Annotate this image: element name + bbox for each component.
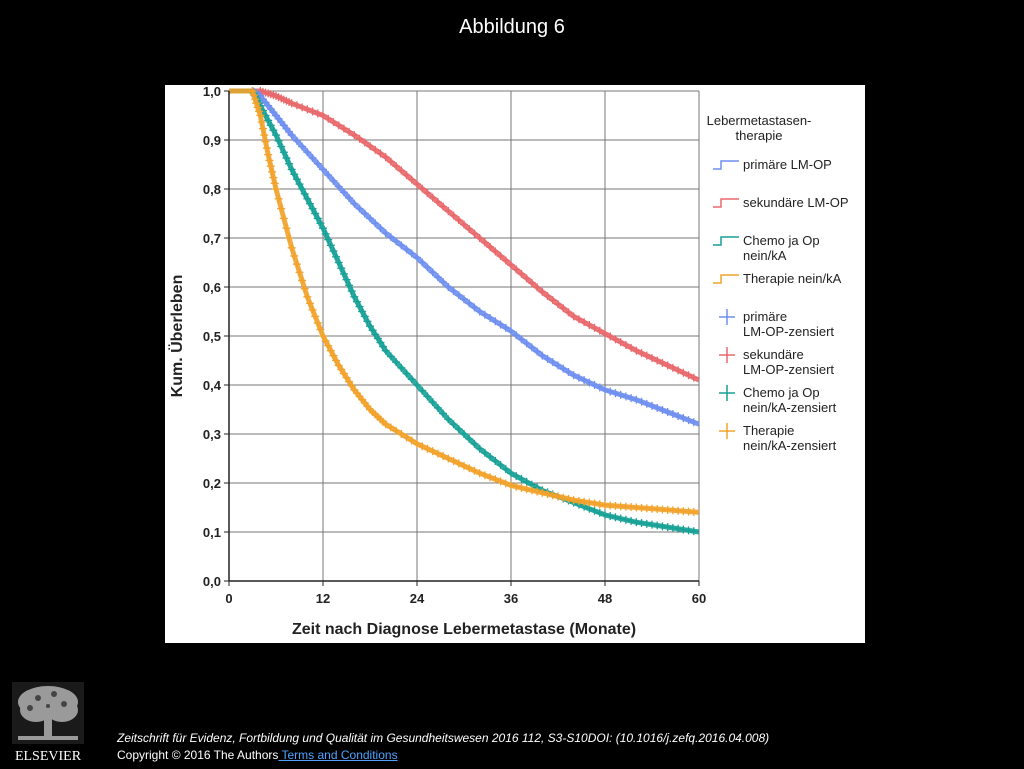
- y-axis-title: Kum. Überleben: [167, 275, 186, 398]
- legend-title-line2: therapie: [736, 128, 783, 143]
- legend-step-swatch: [713, 160, 739, 170]
- y-tick-label: 0,5: [203, 329, 221, 344]
- legend-item: sekundäre LM-OP: [713, 195, 849, 210]
- legend-label: primäre LM-OP: [743, 157, 832, 172]
- y-tick-label: 0,4: [203, 378, 222, 393]
- legend-label: sekundäre LM-OP: [743, 195, 849, 210]
- legend-step-swatch: [713, 236, 739, 246]
- copyright-line: Copyright © 2016 The Authors Terms and C…: [117, 748, 398, 762]
- y-tick-label: 0,8: [203, 182, 221, 197]
- x-tick-label: 0: [225, 591, 232, 606]
- censor-marks-2: [248, 87, 698, 427]
- legend-item: Therapie nein/kA-zensiert: [719, 423, 837, 453]
- y-tick-label: 0,7: [203, 231, 221, 246]
- legend-item: Chemo ja Op nein/kA-zensiert: [719, 385, 837, 415]
- copyright-text: Copyright © 2016 The Authors: [117, 748, 279, 762]
- censor-marks-4: [248, 87, 698, 516]
- y-tick-label: 0,2: [203, 476, 221, 491]
- axes: 0 12 24 36 48 60 0,0 0,1 0,2 0,3 0,4 0,5 0,6 0,7 0,8 0,…: [167, 85, 706, 638]
- legend-label: primäre LM-OP-zensiert: [743, 309, 834, 339]
- logo-wordmark: ELSEVIER: [15, 749, 82, 764]
- y-tick-label: 0,0: [203, 574, 221, 589]
- legend-item: primäre LM-OP-zensiert: [719, 309, 834, 339]
- legend-label: Therapie nein/kA-zensiert: [743, 423, 837, 453]
- legend-step-swatch: [713, 274, 739, 284]
- legend: Lebermetastasen-therapie primäre LM-OP sek…: [707, 113, 849, 453]
- legend-step-swatch: [713, 198, 739, 208]
- x-tick-label: 60: [692, 591, 706, 606]
- y-tick-label: 1,0: [203, 85, 221, 99]
- x-tick-label: 24: [410, 591, 425, 606]
- x-tick-label: 36: [504, 591, 518, 606]
- terms-and-conditions-link[interactable]: Terms and Conditions: [278, 748, 398, 762]
- y-tick-label: 0,6: [203, 280, 221, 295]
- x-tick-label: 48: [598, 591, 612, 606]
- legend-item: sekundäre LM-OP-zensiert: [719, 347, 834, 377]
- legend-title: Lebermetastasen-: [707, 113, 812, 128]
- series-lines: [229, 87, 701, 536]
- survival-chart: 0 12 24 36 48 60 0,0 0,1 0,2 0,3 0,4 0,5 0,6 0,7 0,8 0,…: [167, 85, 849, 638]
- y-tick-label: 0,1: [203, 525, 221, 540]
- legend-label: Chemo ja Op nein/kA: [743, 233, 820, 263]
- citation-text: Zeitschrift für Evidenz, Fortbildung und…: [117, 731, 770, 745]
- x-tick-label: 12: [316, 591, 330, 606]
- y-tick-label: 0,9: [203, 133, 221, 148]
- legend-label: Chemo ja Op nein/kA-zensiert: [743, 385, 837, 415]
- y-tick-label: 0,3: [203, 427, 221, 442]
- legend-item: primäre LM-OP: [713, 157, 832, 172]
- elsevier-logo: ELSEVIER: [8, 680, 88, 764]
- figure-panel: 0 12 24 36 48 60 0,0 0,1 0,2 0,3 0,4 0,5 0,6 0,7 0,8 0,…: [165, 85, 865, 643]
- legend-item: Therapie nein/kA: [713, 271, 842, 286]
- x-axis-title: Zeit nach Diagnose Lebermetastase (Monat…: [292, 621, 636, 638]
- legend-label: sekundäre LM-OP-zensiert: [743, 347, 834, 377]
- legend-label: Therapie nein/kA: [743, 271, 842, 286]
- slide-title: Abbildung 6: [459, 16, 565, 38]
- legend-item: Chemo ja Op nein/kA: [713, 233, 820, 263]
- elsevier-tree-icon: ELSEVIER: [12, 682, 84, 764]
